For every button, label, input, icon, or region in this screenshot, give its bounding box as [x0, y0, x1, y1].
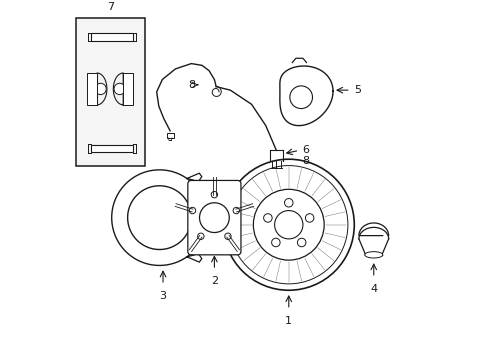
Circle shape	[189, 207, 195, 214]
Bar	[76, 18, 145, 166]
Bar	[91, 33, 133, 41]
Circle shape	[211, 192, 217, 198]
Circle shape	[253, 189, 324, 260]
Circle shape	[199, 203, 229, 233]
FancyBboxPatch shape	[187, 180, 241, 255]
Circle shape	[229, 166, 347, 284]
Text: 8: 8	[187, 80, 195, 90]
Text: 2: 2	[210, 276, 218, 287]
Circle shape	[305, 214, 313, 222]
Circle shape	[284, 198, 292, 207]
Circle shape	[274, 211, 303, 239]
Text: 1: 1	[285, 316, 292, 326]
Circle shape	[197, 233, 203, 239]
Ellipse shape	[364, 252, 382, 258]
Text: 6: 6	[301, 145, 308, 156]
Text: 7: 7	[107, 2, 114, 12]
Circle shape	[271, 238, 280, 247]
Circle shape	[263, 214, 272, 222]
Text: 3: 3	[159, 291, 166, 301]
Circle shape	[297, 238, 305, 247]
Circle shape	[95, 83, 106, 95]
Bar	[91, 145, 133, 152]
Text: 4: 4	[369, 284, 377, 294]
Bar	[166, 133, 173, 138]
Text: 8: 8	[301, 156, 308, 166]
Circle shape	[289, 86, 312, 109]
Circle shape	[114, 83, 125, 95]
Bar	[87, 73, 97, 105]
Circle shape	[233, 207, 239, 214]
Circle shape	[223, 159, 354, 290]
Bar	[123, 73, 133, 105]
Text: 5: 5	[354, 85, 361, 95]
Circle shape	[224, 233, 231, 239]
